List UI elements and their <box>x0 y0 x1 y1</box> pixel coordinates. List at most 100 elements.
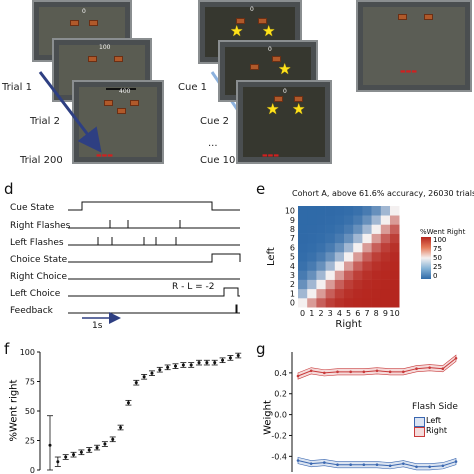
heatmap-cell <box>353 252 363 262</box>
legend-title: %Went Right <box>420 228 466 236</box>
heatmap-cell <box>307 233 317 244</box>
heatmap-cell <box>390 261 400 271</box>
legend-swatch-left <box>414 417 425 427</box>
timeline-diagram <box>68 201 241 324</box>
confidence-band <box>297 354 457 380</box>
x-tick-label: 4 <box>337 309 342 318</box>
data-point <box>336 463 339 466</box>
heatmap-cell <box>362 270 372 280</box>
heatmap-cell <box>371 252 382 262</box>
panel-letter: e <box>256 180 266 198</box>
heatmap-cell <box>325 224 336 234</box>
y-tick-label: 10 <box>285 207 295 216</box>
heatmap-cell <box>371 270 382 280</box>
heatmap-cell <box>316 298 326 308</box>
y-tick-label: 75 <box>25 378 35 387</box>
heatmap-cell <box>353 215 363 225</box>
heatmap-cell <box>316 233 326 244</box>
heatmap-cell <box>325 242 336 253</box>
data-point <box>336 370 339 374</box>
y-tick-label: 100 <box>20 348 35 357</box>
heatmap-cell <box>344 288 354 299</box>
heatmap-cell <box>334 224 345 234</box>
heatmap-cell <box>298 224 308 234</box>
heatmap-cell <box>353 279 363 290</box>
heatmap-cell <box>353 206 363 216</box>
heatmap-cell <box>298 206 308 216</box>
heatmap-cell <box>344 298 354 308</box>
heatmap-cell <box>380 215 391 225</box>
heatmap-cell <box>362 288 372 299</box>
heatmap-cell <box>307 242 317 253</box>
heatmap-cell <box>316 270 326 280</box>
data-point <box>181 363 185 367</box>
red-text: ▬▬▬ <box>96 152 114 159</box>
heatmap-cell <box>371 242 382 253</box>
data-point <box>402 462 405 465</box>
cue-label: Cue 1 <box>178 82 208 93</box>
y-tick-label: 3 <box>290 271 295 280</box>
data-point <box>454 460 458 463</box>
data-point <box>166 365 170 369</box>
heatmap-cell <box>390 206 400 216</box>
y-tick-label: -0.2 <box>271 431 287 440</box>
heatmap-cell <box>325 233 336 244</box>
score-text: 400 <box>119 88 131 95</box>
y-tick-label: 8 <box>290 225 295 234</box>
data-point <box>296 459 300 462</box>
data-point <box>79 450 83 454</box>
y-tick-label: 9 <box>290 216 295 225</box>
data-point <box>362 463 366 466</box>
data-point <box>323 461 326 464</box>
heatmap-cell <box>371 233 382 244</box>
data-point <box>95 446 99 450</box>
heatmap-cell <box>298 242 308 253</box>
heatmap-cell <box>380 233 391 244</box>
y-axis-label: Left <box>266 247 277 266</box>
heatmap-cell <box>390 224 400 234</box>
x-tick-label: 8 <box>374 309 379 318</box>
coin-icon <box>424 14 433 20</box>
heatmap-cell <box>362 206 372 216</box>
legend-tick: 50 <box>433 254 442 262</box>
heatmap-cell <box>316 242 326 253</box>
heatmap-cell <box>362 298 372 308</box>
heatmap-cell <box>298 279 308 290</box>
coin-icon <box>258 18 267 24</box>
data-point <box>213 361 217 365</box>
heatmap-cell <box>390 270 400 280</box>
heatmap-cell <box>380 270 391 280</box>
heatmap-cell <box>344 252 354 262</box>
heatmap-cell <box>390 288 400 299</box>
heatmap-cell <box>316 288 326 299</box>
legend-title: Flash Side <box>412 402 458 412</box>
heatmap-cell <box>316 252 326 262</box>
data-point <box>349 463 352 466</box>
data-point <box>441 367 445 370</box>
line-chart: 0.4 0.2 0.0 -0.2 -0.4 <box>271 352 458 472</box>
heatmap-cell <box>325 279 336 290</box>
cue-label: Cue 2 <box>200 116 230 127</box>
heatmap-cell <box>380 261 391 271</box>
heatmap-cell <box>390 233 400 244</box>
heatmap-cell <box>371 298 382 308</box>
data-point <box>349 370 352 374</box>
heatmap-cell <box>298 261 308 271</box>
heatmap-cell <box>325 261 336 271</box>
timeline-row-label: Left Choice <box>10 289 61 299</box>
coin-icon <box>398 14 407 20</box>
heatmap-cell <box>380 288 391 299</box>
heatmap-cell <box>362 224 372 234</box>
heatmap-cell <box>353 242 363 253</box>
heatmap-cell <box>390 215 400 225</box>
x-tick-label: 3 <box>328 309 333 318</box>
y-tick-label: 5 <box>290 253 295 262</box>
heatmap-cell <box>298 233 308 244</box>
data-point <box>189 363 193 367</box>
heatmap-cell <box>371 206 382 216</box>
heatmap-cell <box>380 224 391 234</box>
heatmap-cell <box>307 270 317 280</box>
data-point <box>428 366 431 369</box>
data-point <box>323 371 326 375</box>
y-tick-label: 25 <box>25 437 35 446</box>
